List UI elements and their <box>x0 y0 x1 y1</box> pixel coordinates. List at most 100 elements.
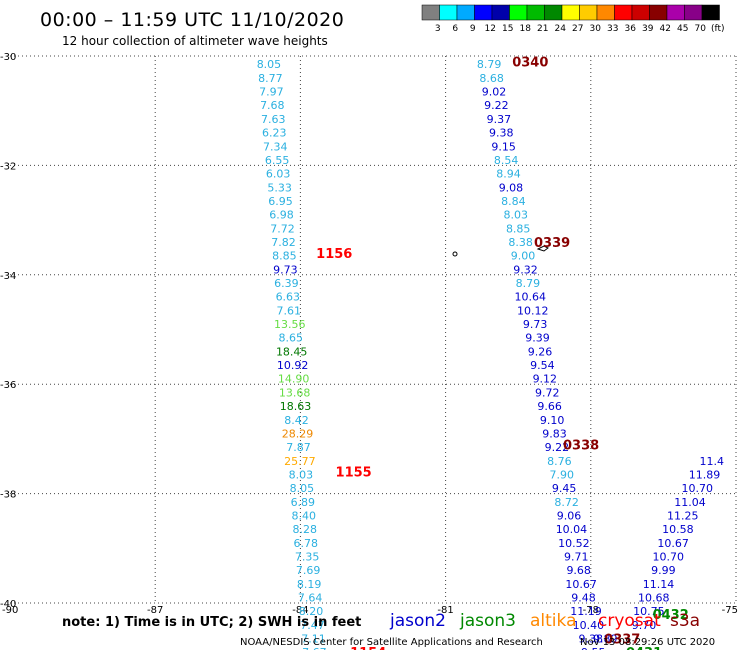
pass-time-label: 0431 <box>626 646 662 650</box>
wave-height-value: 10.67 <box>565 578 597 591</box>
wave-height-value: 10.68 <box>638 592 670 605</box>
wave-height-value: 7.34 <box>263 140 288 153</box>
wave-height-value: 8.85 <box>272 250 297 263</box>
wave-height-value: 6.39 <box>274 277 299 290</box>
wave-height-value: 6.95 <box>268 195 293 208</box>
pass-time-label: 1155 <box>336 466 372 481</box>
wave-height-value: 9.26 <box>528 345 553 358</box>
pass-time-label: 1156 <box>316 247 352 262</box>
colorbar-swatch <box>561 4 580 21</box>
wave-height-value: 8.65 <box>278 332 303 345</box>
wave-height-value: 8.72 <box>554 496 579 509</box>
wave-height-value: 6.63 <box>276 291 301 304</box>
colorbar-label: 45 <box>677 24 688 34</box>
wave-height-value: 6.78 <box>293 537 318 550</box>
wave-height-value: 8.05 <box>257 58 282 71</box>
wave-height-value: 9.22 <box>484 99 509 112</box>
timestamp-text: Nov 13 08:29:26 UTC 2020 <box>580 637 715 648</box>
wave-height-value: 9.68 <box>566 564 591 577</box>
wave-height-value: 10.12 <box>517 304 549 317</box>
wave-height-value: 13.56 <box>274 318 306 331</box>
wave-height-value: 8.05 <box>290 482 315 495</box>
wave-height-value: 5.33 <box>267 181 292 194</box>
wave-height-value: 9.70 <box>632 619 657 632</box>
wave-height-value: 8.03 <box>289 468 314 481</box>
wave-height-value: 7.72 <box>270 222 295 235</box>
colorbar-label: 18 <box>520 24 532 34</box>
wave-height-value: 10.67 <box>657 537 689 550</box>
wave-height-value: 9.15 <box>491 140 516 153</box>
legend-s3a: s3a <box>670 611 700 631</box>
wave-height-value: 7.67 <box>302 646 327 650</box>
colorbar-swatch <box>526 4 545 21</box>
wave-height-value: 8.85 <box>506 222 531 235</box>
colorbar-swatch <box>684 4 703 21</box>
colorbar-label: 33 <box>607 24 618 34</box>
wave-height-value: 7.47 <box>300 619 325 632</box>
wave-height-value: 11.14 <box>643 578 675 591</box>
wave-height-value: 9.32 <box>513 263 538 276</box>
colorbar-swatch <box>666 4 685 21</box>
colorbar-label: 70 <box>695 24 707 34</box>
wave-height-value: 9.66 <box>537 400 562 413</box>
pass-time-label: 0339 <box>534 236 570 251</box>
wave-height-value: 8.20 <box>299 605 324 618</box>
pass-time-label: 0337 <box>604 633 640 648</box>
colorbar-swatch <box>544 4 563 21</box>
wave-height-value: 28.29 <box>282 427 314 440</box>
wave-height-value: 8.54 <box>494 154 519 167</box>
wave-height-value: 9.22 <box>545 441 570 454</box>
colorbar-swatch <box>421 4 440 21</box>
wave-height-points: 8.058.777.977.687.636.237.346.556.035.33… <box>257 58 724 650</box>
wave-height-value: 8.76 <box>547 455 572 468</box>
wave-height-value: 9.73 <box>523 318 548 331</box>
grid <box>10 55 737 604</box>
legend-jason3: jason3 <box>459 611 516 631</box>
x-tick-label: -84 <box>292 605 308 616</box>
wave-height-value: 9.02 <box>482 86 507 99</box>
pass-time-labels: 1156 1155 1154 0340 0339 0338 0337 0432 0431 <box>316 55 689 650</box>
satellite-legend: jason2 jason3 altika cryosat s3a <box>389 611 700 631</box>
credit-text: NOAA/NESDIS Center for Satellite Applica… <box>240 637 543 648</box>
colorbar-label: 15 <box>502 24 513 34</box>
wave-height-value: 10.58 <box>662 523 694 536</box>
colorbar-swatch <box>701 4 720 21</box>
wave-height-value: 8.40 <box>292 509 317 522</box>
x-tick-label: -78 <box>583 605 599 616</box>
wave-height-value: 9.73 <box>273 263 298 276</box>
wave-height-value: 9.48 <box>571 592 596 605</box>
colorbar-swatch <box>439 4 458 21</box>
wave-height-value: 8.28 <box>293 523 318 536</box>
pass-time-label: 0340 <box>512 55 548 70</box>
wave-height-value: 7.35 <box>295 551 320 564</box>
wave-height-value: 14.90 <box>278 373 310 386</box>
wave-height-value: 11.4 <box>700 455 725 468</box>
wave-height-value: 10.52 <box>558 537 590 550</box>
colorbar-label: 42 <box>660 24 671 34</box>
wave-height-value: 10.92 <box>277 359 309 372</box>
wave-height-value: 9.10 <box>540 414 565 427</box>
y-tick-label: -38 <box>0 490 16 501</box>
wave-height-value: 9.71 <box>564 551 589 564</box>
wave-height-value: 8.42 <box>284 414 309 427</box>
colorbar-label: 27 <box>572 24 583 34</box>
wave-height-value: 10.70 <box>682 482 714 495</box>
wave-height-value: 10.75 <box>633 605 665 618</box>
wave-height-value: 8.03 <box>504 209 529 222</box>
wave-height-value: 8.68 <box>479 72 504 85</box>
colorbar-label: 6 <box>452 24 458 34</box>
wave-height-value: 7.82 <box>271 236 296 249</box>
wave-height-value: 10.70 <box>652 551 684 564</box>
wave-height-value: 9.08 <box>499 181 524 194</box>
wave-height-value: 9.54 <box>530 359 555 372</box>
colorbar-label: (ft) <box>711 24 725 34</box>
colorbar-swatch <box>456 4 475 21</box>
wave-height-value: 7.69 <box>296 564 321 577</box>
colorbar-swatch <box>631 4 650 21</box>
wave-height-value: 9.72 <box>535 386 560 399</box>
wave-height-value: 7.68 <box>260 99 285 112</box>
wave-height-value: 8.19 <box>297 578 322 591</box>
x-tick-label: -87 <box>147 605 163 616</box>
colorbar-swatch <box>474 4 493 21</box>
